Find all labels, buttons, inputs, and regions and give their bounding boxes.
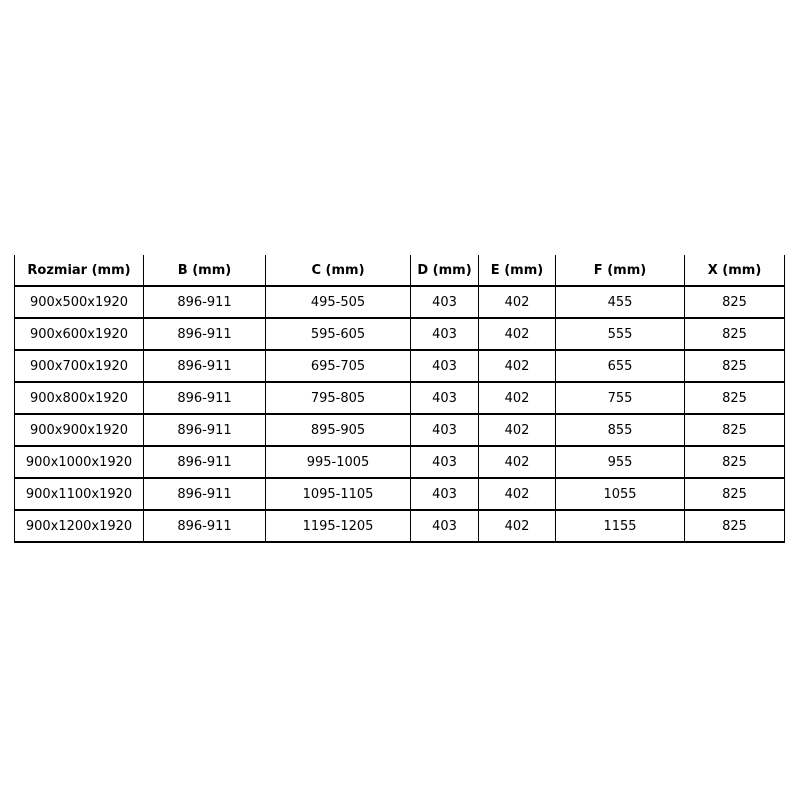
table-cell: 695-705 bbox=[265, 350, 411, 383]
table-cell: 900x500x1920 bbox=[14, 286, 144, 319]
table-cell: 655 bbox=[555, 350, 685, 383]
table-cell: 455 bbox=[555, 286, 685, 319]
table-row: 900x700x1920 896-911 695-705 403 402 655 825 bbox=[14, 350, 785, 383]
table-cell: 1095-1105 bbox=[265, 478, 411, 511]
table-cell: 403 bbox=[410, 478, 479, 511]
table-cell: 896-911 bbox=[143, 286, 266, 319]
table-cell: 825 bbox=[684, 382, 785, 415]
table-cell: 402 bbox=[478, 286, 556, 319]
table-cell: 900x1200x1920 bbox=[14, 510, 144, 543]
table-cell: 403 bbox=[410, 382, 479, 415]
table-cell: 403 bbox=[410, 414, 479, 447]
table-cell: 855 bbox=[555, 414, 685, 447]
column-header-5: F (mm) bbox=[555, 255, 685, 287]
table-header: Rozmiar (mm) B (mm) C (mm) D (mm) E (mm) F (m… bbox=[14, 255, 785, 287]
table-cell: 1055 bbox=[555, 478, 685, 511]
table-cell: 495-505 bbox=[265, 286, 411, 319]
table-cell: 825 bbox=[684, 350, 785, 383]
table-cell: 896-911 bbox=[143, 446, 266, 479]
table-cell: 403 bbox=[410, 446, 479, 479]
table-cell: 403 bbox=[410, 350, 479, 383]
table-cell: 403 bbox=[410, 286, 479, 319]
table-cell: 900x1000x1920 bbox=[14, 446, 144, 479]
table-cell: 896-911 bbox=[143, 318, 266, 351]
table-cell: 402 bbox=[478, 350, 556, 383]
column-header-1: B (mm) bbox=[143, 255, 266, 287]
table-cell: 402 bbox=[478, 382, 556, 415]
table-cell: 896-911 bbox=[143, 382, 266, 415]
table-cell: 995-1005 bbox=[265, 446, 411, 479]
column-header-4: E (mm) bbox=[478, 255, 556, 287]
size-table: Rozmiar (mm) B (mm) C (mm) D (mm) E (mm) F (m… bbox=[14, 255, 785, 543]
column-header-0: Rozmiar (mm) bbox=[14, 255, 144, 287]
table-row: 900x800x1920 896-911 795-805 403 402 755 825 bbox=[14, 382, 785, 415]
header-row: Rozmiar (mm) B (mm) C (mm) D (mm) E (mm) F (m… bbox=[14, 255, 785, 287]
table-cell: 595-605 bbox=[265, 318, 411, 351]
table-cell: 896-911 bbox=[143, 510, 266, 543]
table-cell: 896-911 bbox=[143, 350, 266, 383]
table-cell: 402 bbox=[478, 318, 556, 351]
table-cell: 900x600x1920 bbox=[14, 318, 144, 351]
table-row: 900x1100x1920 896-911 1095-1105 403 402 1055 8… bbox=[14, 478, 785, 511]
table-cell: 403 bbox=[410, 510, 479, 543]
table-cell: 402 bbox=[478, 478, 556, 511]
table-body: 900x500x1920 896-911 495-505 403 402 455 825 90… bbox=[14, 286, 785, 543]
table-row: 900x500x1920 896-911 495-505 403 402 455 825 bbox=[14, 286, 785, 319]
table-row: 900x1000x1920 896-911 995-1005 403 402 955 825 bbox=[14, 446, 785, 479]
table-cell: 402 bbox=[478, 446, 556, 479]
table-cell: 955 bbox=[555, 446, 685, 479]
table-row: 900x900x1920 896-911 895-905 403 402 855 825 bbox=[14, 414, 785, 447]
table-cell: 825 bbox=[684, 478, 785, 511]
table-cell: 1155 bbox=[555, 510, 685, 543]
column-header-6: X (mm) bbox=[684, 255, 785, 287]
table-cell: 795-805 bbox=[265, 382, 411, 415]
column-header-3: D (mm) bbox=[410, 255, 479, 287]
table-cell: 900x800x1920 bbox=[14, 382, 144, 415]
table-cell: 825 bbox=[684, 510, 785, 543]
table-row: 900x1200x1920 896-911 1195-1205 403 402 1155 8… bbox=[14, 510, 785, 543]
table-row: 900x600x1920 896-911 595-605 403 402 555 825 bbox=[14, 318, 785, 351]
table-cell: 900x1100x1920 bbox=[14, 478, 144, 511]
table-cell: 825 bbox=[684, 446, 785, 479]
table-cell: 402 bbox=[478, 414, 556, 447]
table-cell: 555 bbox=[555, 318, 685, 351]
table-cell: 900x900x1920 bbox=[14, 414, 144, 447]
table-cell: 895-905 bbox=[265, 414, 411, 447]
table-cell: 825 bbox=[684, 414, 785, 447]
table-cell: 900x700x1920 bbox=[14, 350, 144, 383]
table-cell: 896-911 bbox=[143, 478, 266, 511]
table-cell: 403 bbox=[410, 318, 479, 351]
table-cell: 896-911 bbox=[143, 414, 266, 447]
column-header-2: C (mm) bbox=[265, 255, 411, 287]
table-cell: 402 bbox=[478, 510, 556, 543]
table-cell: 825 bbox=[684, 286, 785, 319]
table-cell: 755 bbox=[555, 382, 685, 415]
table-cell: 825 bbox=[684, 318, 785, 351]
table-cell: 1195-1205 bbox=[265, 510, 411, 543]
